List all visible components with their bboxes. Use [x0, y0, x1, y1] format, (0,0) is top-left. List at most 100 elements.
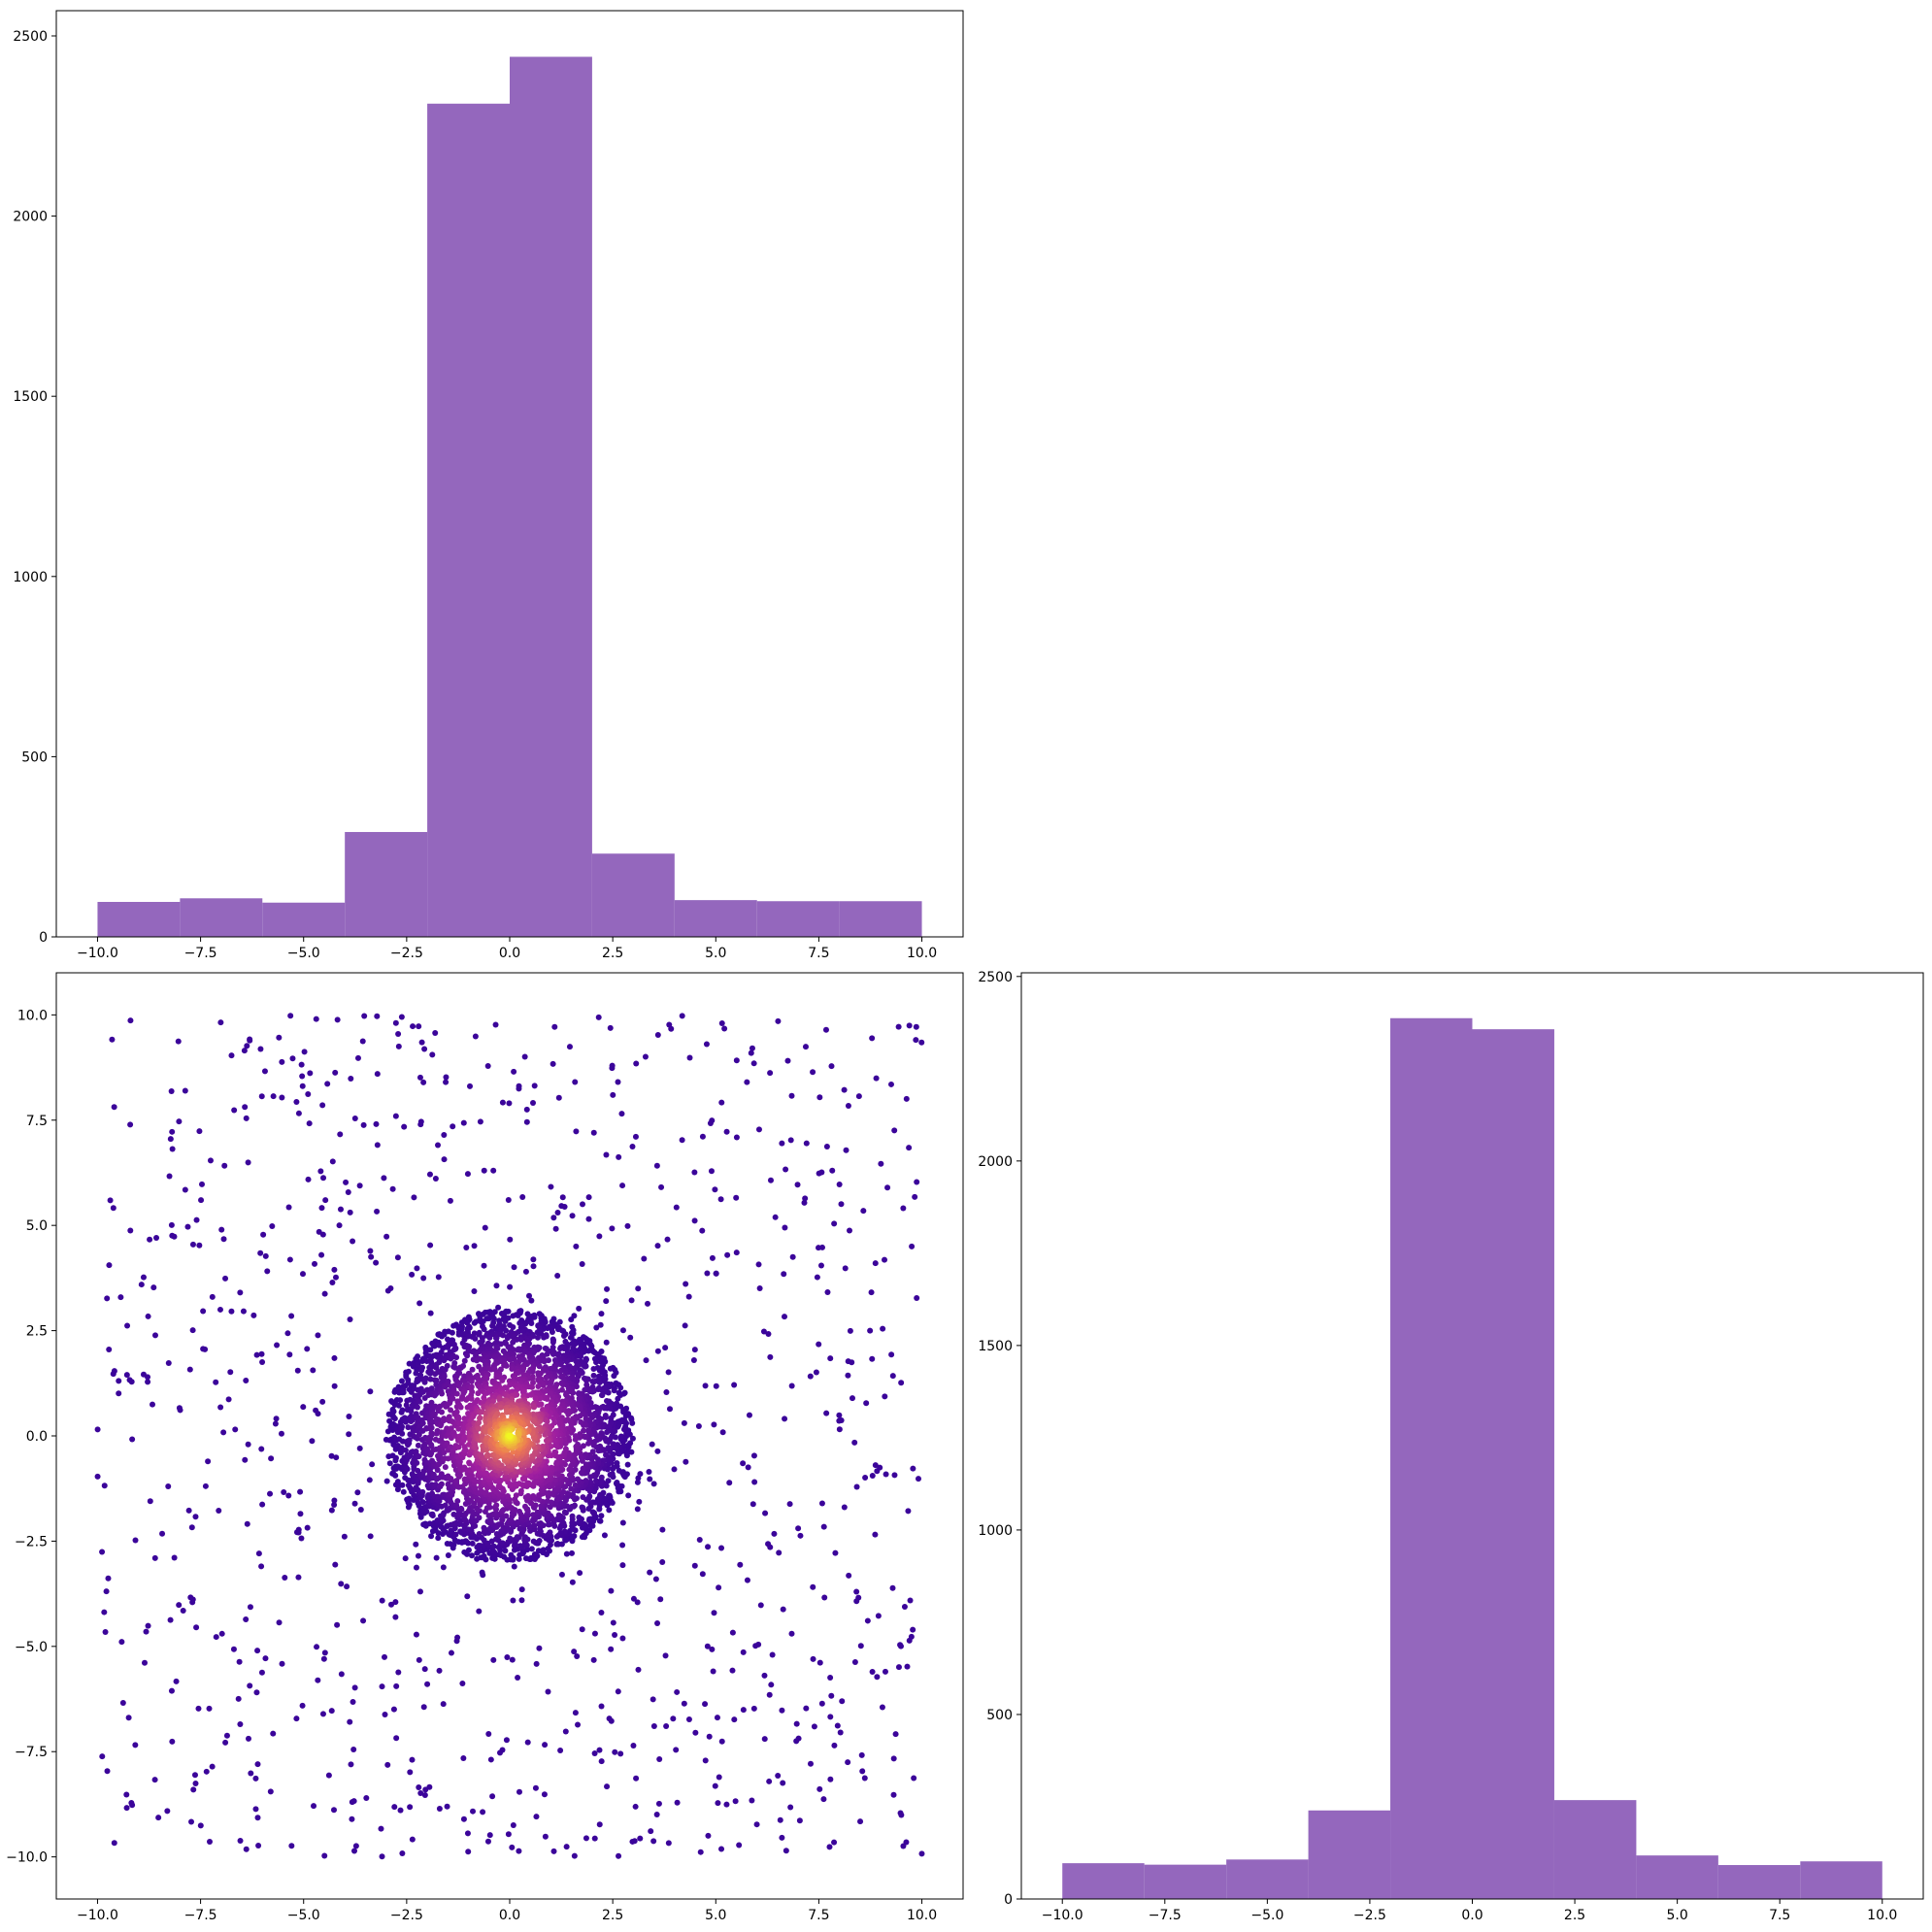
scatter-point	[691, 1562, 698, 1569]
scatter-point	[541, 1791, 548, 1798]
scatter-point	[167, 1136, 174, 1143]
histogram-bottom-right: −10.0 −7.5 −5.0 −2.5 0.0 2.5 5.0 7.5 10.00500100…	[978, 970, 1924, 1923]
scatter-point	[603, 1298, 610, 1305]
scatter-point	[816, 1785, 823, 1792]
scatter-point	[733, 1249, 740, 1256]
scatter-point	[346, 1414, 352, 1420]
scatter-point	[895, 1664, 902, 1671]
scatter-point	[810, 1583, 816, 1590]
scatter-point	[547, 1529, 553, 1536]
scatter-point	[406, 1360, 413, 1367]
scatter-point	[534, 1509, 541, 1516]
scatter-point	[526, 1292, 533, 1299]
scatter-point	[101, 1482, 108, 1489]
scatter-point	[653, 1812, 660, 1818]
scatter-point	[110, 1371, 117, 1378]
scatter-point	[864, 1617, 871, 1624]
scatter-point	[554, 1272, 561, 1279]
scatter-point	[196, 1128, 203, 1135]
scatter-point	[602, 1414, 609, 1420]
scatter-point	[209, 1763, 216, 1770]
scatter-point	[330, 1807, 337, 1814]
scatter-point	[350, 1699, 356, 1706]
scatter-point	[671, 1466, 678, 1473]
scatter-point	[381, 1653, 387, 1660]
scatter-point	[379, 1683, 385, 1690]
histogram-bar	[180, 898, 263, 937]
scatter-point	[612, 1631, 618, 1638]
scatter-point	[279, 1094, 285, 1101]
scatter-point	[506, 1100, 513, 1107]
scatter-point	[607, 1365, 614, 1372]
scatter-point	[445, 1481, 451, 1487]
scatter-point	[352, 1843, 359, 1849]
scatter-point	[587, 1500, 594, 1507]
histogram-bar	[756, 901, 840, 937]
scatter-point	[591, 1630, 598, 1637]
scatter-point	[563, 1358, 570, 1365]
scatter-point	[422, 1520, 429, 1527]
scatter-point	[707, 1119, 714, 1126]
scatter-point	[552, 1442, 559, 1449]
scatter-point	[439, 1409, 446, 1416]
scatter-point	[462, 1447, 469, 1453]
scatter-point	[167, 1616, 174, 1623]
scatter-point	[888, 1351, 895, 1358]
scatter-point	[440, 1701, 447, 1708]
scatter-point	[593, 1359, 600, 1366]
scatter-point	[591, 1835, 598, 1842]
scatter-point	[556, 1318, 563, 1325]
scatter-point	[601, 1532, 608, 1539]
scatter-point	[279, 1660, 285, 1667]
scatter-point	[454, 1634, 461, 1641]
scatter-point	[480, 1311, 486, 1317]
scatter-point	[507, 1409, 514, 1416]
scatter-point	[151, 1554, 158, 1561]
scatter-point	[503, 1737, 510, 1744]
scatter-point	[190, 1786, 197, 1793]
scatter-point	[665, 1369, 672, 1376]
scatter-point	[729, 1667, 736, 1674]
histogram-top-left: −10.0 −7.5 −5.0 −2.5 0.0 2.5 5.0 7.5 10.00500100…	[13, 10, 964, 961]
scatter-point	[325, 1772, 332, 1779]
scatter-point	[295, 1574, 302, 1581]
scatter-point	[898, 1380, 905, 1386]
scatter-point	[897, 1643, 904, 1649]
scatter-point	[598, 1610, 605, 1616]
scatter-point	[637, 1835, 644, 1842]
scatter-point	[483, 1489, 489, 1496]
scatter-point	[775, 1017, 782, 1024]
scatter-point	[890, 1791, 897, 1798]
scatter-point	[105, 1575, 112, 1582]
scatter-point	[906, 1022, 913, 1029]
scatter-point	[235, 1695, 242, 1702]
scatter-point	[482, 1224, 488, 1231]
scatter-point	[109, 1036, 116, 1043]
y-tick-label: 2000	[13, 210, 48, 225]
scatter-point	[517, 1543, 524, 1549]
scatter-point	[596, 1821, 603, 1828]
scatter-point	[708, 1168, 715, 1175]
scatter-point	[188, 1818, 195, 1825]
scatter-point	[838, 1201, 845, 1208]
scatter-point	[461, 1434, 468, 1441]
scatter-point	[510, 1313, 516, 1319]
scatter-point	[586, 1516, 593, 1522]
scatter-point	[315, 1332, 321, 1339]
scatter-point	[604, 1429, 611, 1436]
scatter-point	[827, 1674, 834, 1681]
scatter-point	[613, 1380, 619, 1386]
scatter-point	[350, 1238, 356, 1245]
scatter-point	[909, 1243, 916, 1249]
scatter-point	[555, 1094, 562, 1101]
scatter-point	[634, 1506, 641, 1513]
scatter-point	[554, 1541, 561, 1548]
scatter-point	[123, 1791, 130, 1798]
x-tick-label: −7.5	[1149, 1908, 1182, 1923]
scatter-point	[483, 1447, 490, 1453]
scatter-point	[253, 1689, 260, 1696]
scatter-point	[153, 1235, 160, 1242]
scatter-point	[421, 1379, 428, 1385]
scatter-point	[477, 1118, 483, 1125]
scatter-point	[580, 1361, 586, 1368]
